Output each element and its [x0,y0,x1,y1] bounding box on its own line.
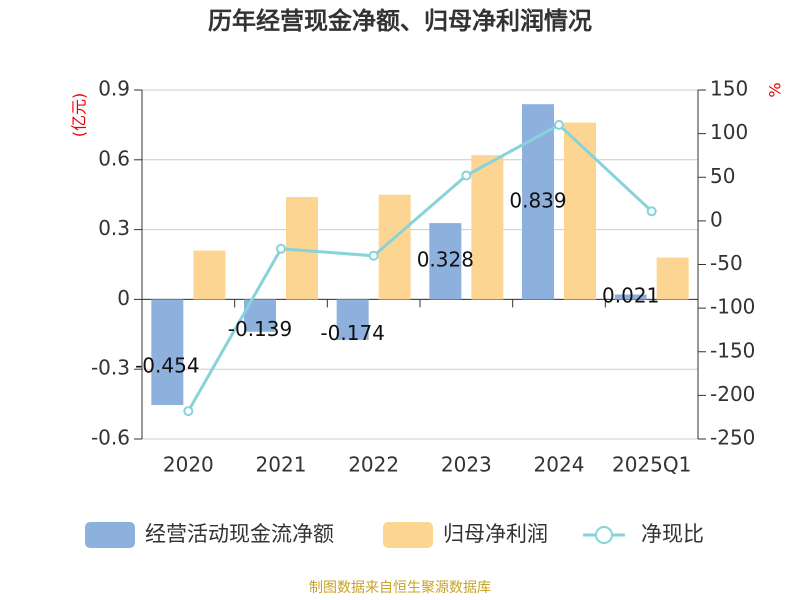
x-tick-label: 2023 [441,453,492,477]
legend-label: 归母净利润 [443,522,548,546]
bar [429,223,462,300]
x-tick-label: 2020 [163,453,214,477]
y2-tick-label: -200 [710,382,755,406]
x-tick-label: 2025Q1 [612,453,691,477]
data-label: -0.174 [320,321,384,345]
y-tick-label: -0.6 [91,426,130,450]
legend-label: 净现比 [641,522,704,546]
y2-tick-label: 0 [710,207,723,231]
line [187,123,653,412]
y-tick-label: 0.9 [98,77,130,101]
bar [614,294,647,300]
line-point [276,243,286,254]
legend-key [85,522,135,548]
y2-tick-label: 50 [710,164,735,188]
legend-label: 经营活动现金流净额 [145,522,334,546]
source-note: 制图数据来自恒生聚源数据库 [309,580,491,596]
y-axis-label: (亿元) [70,93,89,138]
x-tick-label: 2024 [534,453,585,477]
legend-key [595,526,613,544]
bar [564,122,596,300]
legend-key [383,522,433,548]
bar [193,250,226,300]
y2-tick-label: -50 [710,251,743,275]
y2-tick-label: 100 [710,120,748,144]
y-tick-label: -0.3 [91,356,130,380]
y2-axis-label: % [766,82,785,97]
y-tick-label: 0.6 [98,146,130,170]
x-tick-label: 2022 [348,453,399,477]
x-tick-label: 2021 [256,453,307,477]
line-point [183,406,194,417]
y2-tick-label: -100 [710,295,755,319]
data-label: 0.328 [417,248,474,272]
bar [471,155,504,300]
data-label: 0.839 [509,188,566,212]
line-point [646,206,657,217]
data-label: -0.454 [135,354,199,378]
bar [336,299,369,340]
line-point [368,250,379,261]
y2-tick-label: -150 [710,338,755,362]
bar [656,257,689,300]
y-tick-label: 0 [117,286,130,310]
line-point [461,170,472,181]
y2-tick-label: 150 [710,77,748,101]
bar [151,299,184,406]
y2-tick-label: -250 [710,426,755,450]
line-point [554,119,564,130]
data-label: 0.021 [602,283,659,307]
data-label: -0.139 [228,317,292,341]
y-tick-label: 0.3 [98,216,130,240]
chart-title: 历年经营现金净额、归母净利润情况 [208,7,592,35]
